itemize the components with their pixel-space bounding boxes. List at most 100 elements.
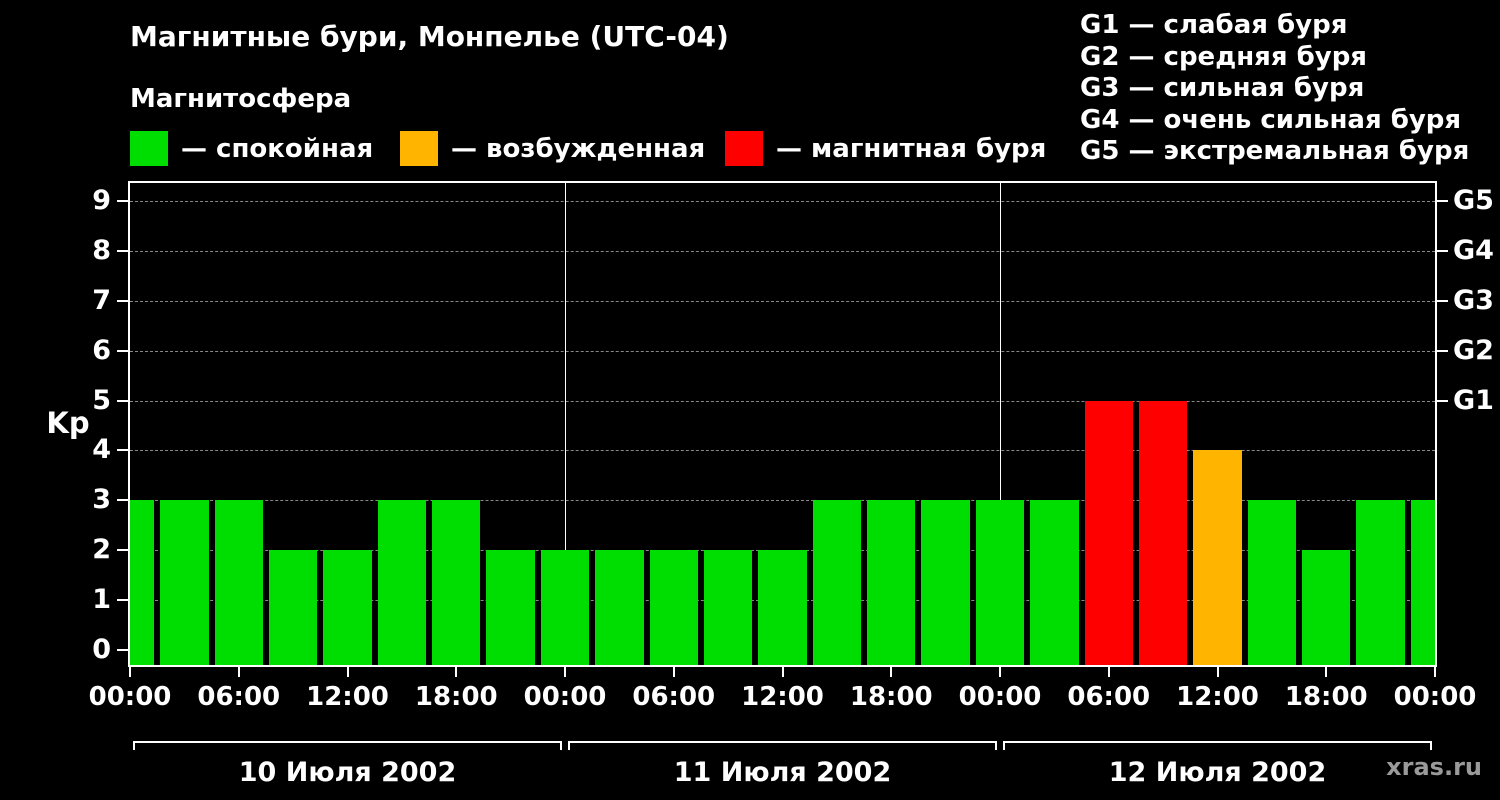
x-axis-tick xyxy=(890,667,893,677)
y-axis-tick xyxy=(117,549,128,552)
x-axis-label: 12:00 xyxy=(741,682,824,712)
x-axis-label: 00:00 xyxy=(1393,682,1477,712)
day-range-bracket xyxy=(568,741,997,750)
y-axis-tick xyxy=(117,649,128,651)
g-axis-tick xyxy=(1437,200,1448,202)
x-axis-tick xyxy=(455,667,458,677)
y-axis-tick xyxy=(117,399,128,402)
gridline-kp-9 xyxy=(130,201,1435,202)
kp-bar xyxy=(758,550,807,665)
x-axis-tick xyxy=(1107,667,1110,677)
x-axis-label: 12:00 xyxy=(1176,682,1259,712)
g-axis-tick xyxy=(1437,299,1448,302)
g4-legend-line: G4 — очень сильная буря xyxy=(1080,104,1462,135)
g-axis-label: G4 xyxy=(1453,234,1494,266)
kp-bar xyxy=(1247,500,1297,665)
g2-legend-line: G2 — средняя буря xyxy=(1080,41,1368,72)
legend-item-quiet: — спокойная xyxy=(130,131,373,166)
g-axis-label: G1 xyxy=(1453,384,1494,416)
y-axis-tick xyxy=(117,599,128,602)
kp-bar xyxy=(921,500,970,665)
kp-bar xyxy=(1030,500,1079,665)
kp-bar xyxy=(867,500,916,665)
x-axis-tick xyxy=(237,667,240,677)
gridline-kp-7 xyxy=(130,300,1435,302)
y-axis-tick xyxy=(117,349,128,352)
x-axis-label: 12:00 xyxy=(306,682,389,712)
g-axis-label: G2 xyxy=(1453,334,1494,366)
page-title: Магнитные бури, Монпелье (UTC-04) xyxy=(130,20,729,53)
x-axis-tick xyxy=(346,667,349,677)
kp-bar xyxy=(595,550,644,665)
date-label: 11 Июля 2002 xyxy=(673,757,892,788)
day-separator xyxy=(999,183,1001,665)
legend-item-excited: — возбужденная xyxy=(400,131,705,166)
kp-bar xyxy=(1356,500,1405,665)
x-axis-label: 06:00 xyxy=(197,682,281,712)
g-axis-label: G5 xyxy=(1453,185,1494,216)
legend-label-excited: — возбужденная xyxy=(451,133,706,164)
kp-bar xyxy=(703,550,753,665)
x-axis-label: 00:00 xyxy=(523,682,607,712)
x-axis-label: 06:00 xyxy=(632,682,716,712)
x-axis-label: 18:00 xyxy=(1284,682,1368,712)
storm-color-swatch xyxy=(725,131,763,166)
g-scale-legend: G1 — слабая буря G2 — средняя буря G3 — … xyxy=(1080,10,1469,168)
g-axis-tick xyxy=(1437,249,1448,252)
x-axis-tick xyxy=(1325,667,1328,677)
y-axis-tick xyxy=(117,449,128,452)
kp-bar xyxy=(975,500,1025,665)
magnetosphere-label: Магнитосфера xyxy=(130,84,352,114)
legend-item-storm: — магнитная буря xyxy=(725,131,1046,166)
x-axis-tick xyxy=(1434,667,1436,677)
g-axis-label: G3 xyxy=(1453,284,1494,316)
g3-legend-line: G3 — сильная буря xyxy=(1080,73,1365,103)
g5-legend-line: G5 — экстремальная буря xyxy=(1080,136,1470,166)
kp-bar xyxy=(812,500,862,665)
watermark: xras.ru xyxy=(1386,753,1482,781)
x-axis-tick xyxy=(999,667,1001,677)
kp-bar xyxy=(540,550,590,665)
legend-label-quiet: — спокойная xyxy=(181,133,374,164)
gridline-kp-4 xyxy=(130,450,1435,452)
gridline-kp-5 xyxy=(130,400,1435,402)
x-axis-label: 00:00 xyxy=(88,682,172,712)
y-axis-label: 6 xyxy=(92,334,111,366)
x-axis-tick xyxy=(672,667,675,677)
x-axis-label: 18:00 xyxy=(849,682,933,712)
y-axis-label: 7 xyxy=(92,284,111,316)
date-label: 12 Июля 2002 xyxy=(1108,757,1327,788)
gridline-kp-3 xyxy=(130,500,1435,502)
kp-bar xyxy=(1410,500,1435,665)
y-axis-label: 9 xyxy=(92,185,111,216)
y-axis-tick xyxy=(117,499,128,502)
g1-legend-line: G1 — слабая буря xyxy=(1080,10,1348,40)
kp-bar xyxy=(214,500,263,665)
day-range-bracket xyxy=(133,741,562,750)
x-axis-tick xyxy=(781,667,784,677)
kp-bar xyxy=(130,500,155,665)
kp-bar xyxy=(432,500,481,665)
kp-bar xyxy=(160,500,209,665)
x-axis-tick xyxy=(564,667,566,677)
gridline-kp-6 xyxy=(130,350,1435,352)
day-separator xyxy=(564,183,566,665)
x-axis-label: 18:00 xyxy=(414,682,498,712)
g-axis-tick xyxy=(1437,399,1448,402)
y-axis-label: 4 xyxy=(92,434,111,466)
kp-bar xyxy=(1302,550,1351,665)
g-axis-tick xyxy=(1437,349,1448,352)
kp-bar xyxy=(486,550,535,665)
y-axis-tick xyxy=(117,299,128,302)
kp-bar xyxy=(268,550,318,665)
quiet-color-swatch xyxy=(130,131,168,166)
kp-bar xyxy=(649,550,698,665)
gridline-kp-8 xyxy=(130,250,1435,252)
y-axis-label: 8 xyxy=(92,234,111,266)
y-axis-title: Kp xyxy=(46,405,90,440)
kp-bar xyxy=(1193,450,1242,665)
kp-bar xyxy=(377,500,427,665)
y-axis-label: 2 xyxy=(92,534,111,566)
y-axis-label: 1 xyxy=(92,584,111,616)
